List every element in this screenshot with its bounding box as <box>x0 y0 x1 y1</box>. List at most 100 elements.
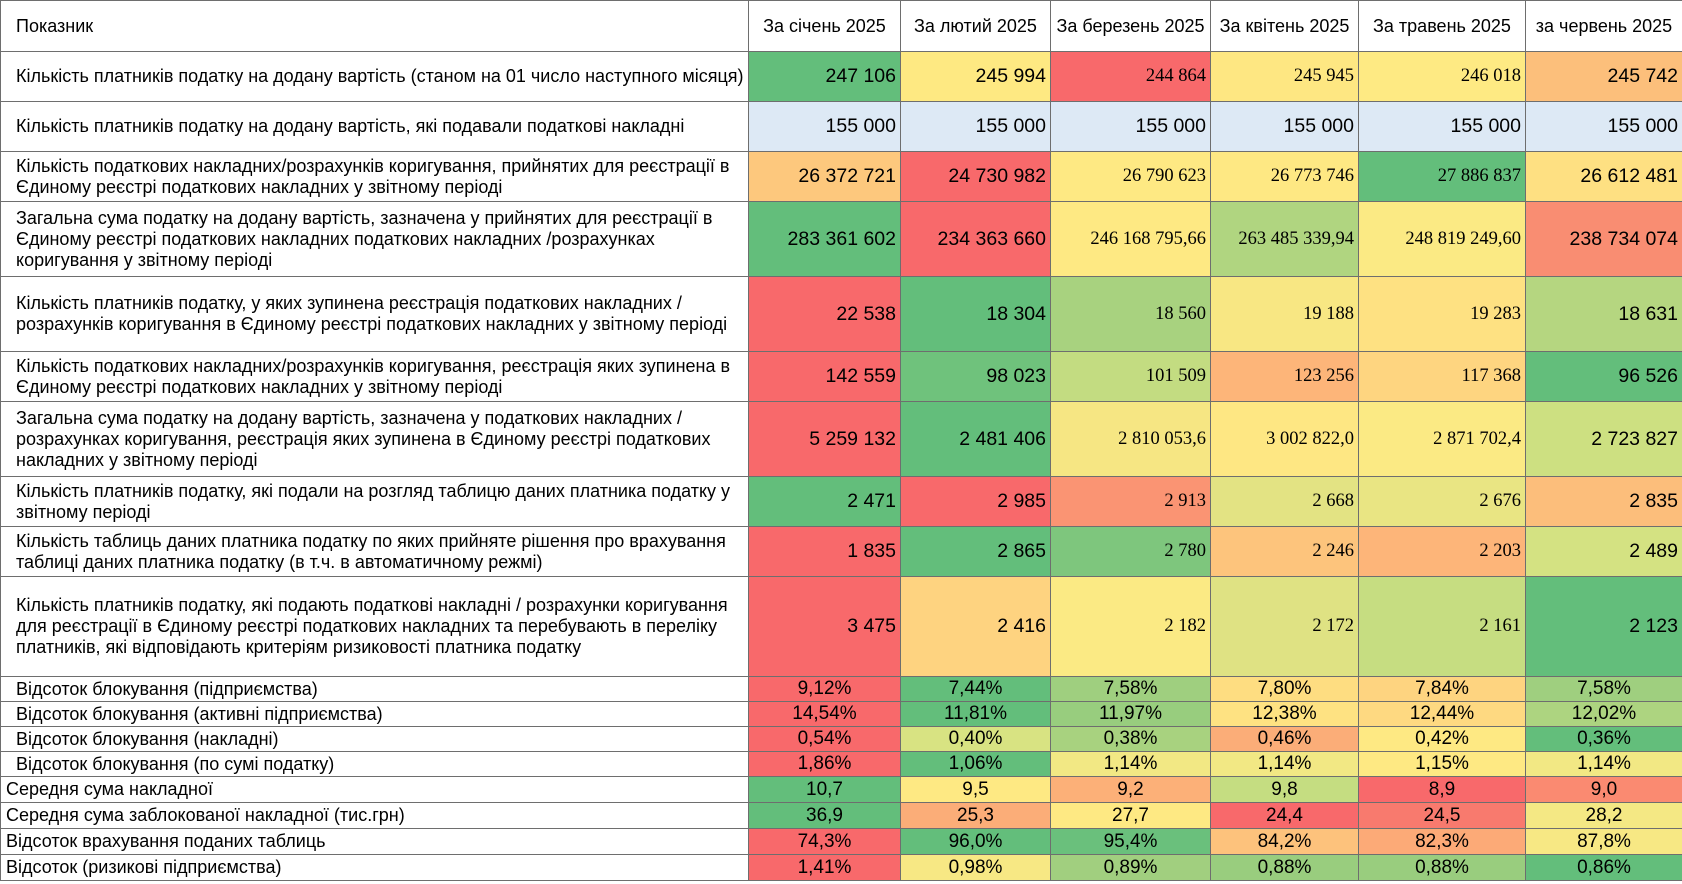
value-cell: 1,15% <box>1358 751 1526 777</box>
row-label: Кількість податкових накладних/розрахунк… <box>0 351 749 402</box>
value-cell: 28,2 <box>1525 802 1682 829</box>
table-row: Кількість податкових накладних/розрахунк… <box>0 151 1682 202</box>
value-cell: 9,5 <box>900 776 1051 803</box>
value-cell: 0,42% <box>1358 726 1526 752</box>
value-cell: 0,46% <box>1210 726 1359 752</box>
value-cell: 2 913 <box>1050 476 1211 527</box>
value-cell: 1,14% <box>1050 751 1211 777</box>
value-cell: 117 368 <box>1358 351 1526 402</box>
value-cell: 98 023 <box>900 351 1051 402</box>
value-cell: 2 723 827 <box>1525 401 1682 477</box>
table-row: Кількість податкових накладних/розрахунк… <box>0 351 1682 402</box>
value-cell: 10,7 <box>748 776 901 803</box>
value-cell: 155 000 <box>748 101 901 152</box>
value-cell: 238 734 074 <box>1525 201 1682 277</box>
table-row: Кількість платників податку на додану ва… <box>0 51 1682 102</box>
value-cell: 2 676 <box>1358 476 1526 527</box>
table-row: Середня сума заблокованої накладної (тис… <box>0 802 1682 829</box>
value-cell: 1,14% <box>1210 751 1359 777</box>
value-cell: 248 819 249,60 <box>1358 201 1526 277</box>
value-cell: 2 835 <box>1525 476 1682 527</box>
value-cell: 24 730 982 <box>900 151 1051 202</box>
value-cell: 2 489 <box>1525 526 1682 577</box>
row-label: Кількість платників податку на додану ва… <box>0 101 749 152</box>
value-cell: 7,80% <box>1210 676 1359 702</box>
value-cell: 12,38% <box>1210 701 1359 727</box>
value-cell: 82,3% <box>1358 828 1526 855</box>
row-label: Середня сума заблокованої накладної (тис… <box>0 802 749 829</box>
value-cell: 2 246 <box>1210 526 1359 577</box>
value-cell: 2 871 702,4 <box>1358 401 1526 477</box>
row-label: Кількість платників податку, які подали … <box>0 476 749 527</box>
row-label: Відсоток блокування (підприємства) <box>0 676 749 702</box>
value-cell: 27 886 837 <box>1358 151 1526 202</box>
row-label: Відсоток блокування (по сумі податку) <box>0 751 749 777</box>
value-cell: 7,58% <box>1525 676 1682 702</box>
value-cell: 26 612 481 <box>1525 151 1682 202</box>
value-cell: 123 256 <box>1210 351 1359 402</box>
value-cell: 0,98% <box>900 854 1051 881</box>
value-cell: 87,8% <box>1525 828 1682 855</box>
month-header: За січень 2025 <box>748 0 901 52</box>
row-label: Кількість платників податку, у яких зупи… <box>0 276 749 352</box>
value-cell: 3 002 822,0 <box>1210 401 1359 477</box>
value-cell: 1,41% <box>748 854 901 881</box>
value-cell: 2 182 <box>1050 576 1211 677</box>
table-row: Середня сума накладної 10,7 9,5 9,2 9,8 8,9 9,… <box>0 776 1682 803</box>
row-label: Відсоток врахування поданих таблиць <box>0 828 749 855</box>
value-cell: 95,4% <box>1050 828 1211 855</box>
value-cell: 0,88% <box>1210 854 1359 881</box>
value-cell: 155 000 <box>1050 101 1211 152</box>
month-header: За квітень 2025 <box>1210 0 1359 52</box>
value-cell: 0,88% <box>1358 854 1526 881</box>
table-row: Відсоток (ризикові підприємства) 1,41% 0,9… <box>0 854 1682 881</box>
value-cell: 2 481 406 <box>900 401 1051 477</box>
value-cell: 27,7 <box>1050 802 1211 829</box>
value-cell: 1,14% <box>1525 751 1682 777</box>
value-cell: 18 304 <box>900 276 1051 352</box>
row-label: Відсоток блокування (активні підприємств… <box>0 701 749 727</box>
table-row: Загальна сума податку на додану вартість… <box>0 201 1682 277</box>
value-cell: 155 000 <box>900 101 1051 152</box>
value-cell: 0,89% <box>1050 854 1211 881</box>
value-cell: 2 668 <box>1210 476 1359 527</box>
value-cell: 2 780 <box>1050 526 1211 577</box>
value-cell: 1,86% <box>748 751 901 777</box>
value-cell: 8,9 <box>1358 776 1526 803</box>
value-cell: 18 560 <box>1050 276 1211 352</box>
value-cell: 19 188 <box>1210 276 1359 352</box>
value-cell: 9,12% <box>748 676 901 702</box>
row-label: Середня сума накладної <box>0 776 749 803</box>
month-header: За березень 2025 <box>1050 0 1211 52</box>
indicator-header: Показник <box>0 0 749 52</box>
value-cell: 7,58% <box>1050 676 1211 702</box>
header-row: Показник За січень 2025 За лютий 2025 За б… <box>0 0 1682 52</box>
value-cell: 96,0% <box>900 828 1051 855</box>
value-cell: 247 106 <box>748 51 901 102</box>
value-cell: 263 485 339,94 <box>1210 201 1359 277</box>
table-row: Відсоток блокування (активні підприємств… <box>0 701 1682 727</box>
value-cell: 234 363 660 <box>900 201 1051 277</box>
value-cell: 0,86% <box>1525 854 1682 881</box>
value-cell: 9,8 <box>1210 776 1359 803</box>
value-cell: 3 475 <box>748 576 901 677</box>
value-cell: 24,5 <box>1358 802 1526 829</box>
value-cell: 155 000 <box>1525 101 1682 152</box>
row-label: Відсоток (ризикові підприємства) <box>0 854 749 881</box>
row-label: Кількість платників податку на додану ва… <box>0 51 749 102</box>
value-cell: 9,2 <box>1050 776 1211 803</box>
value-cell: 245 994 <box>900 51 1051 102</box>
value-cell: 1,06% <box>900 751 1051 777</box>
table-row: Відсоток блокування (по сумі податку) 1,8… <box>0 751 1682 777</box>
row-label: Кількість податкових накладних/розрахунк… <box>0 151 749 202</box>
value-cell: 2 161 <box>1358 576 1526 677</box>
value-cell: 36,9 <box>748 802 901 829</box>
value-cell: 18 631 <box>1525 276 1682 352</box>
value-cell: 0,38% <box>1050 726 1211 752</box>
value-cell: 12,02% <box>1525 701 1682 727</box>
value-cell: 11,97% <box>1050 701 1211 727</box>
row-label: Кількість таблиць даних платника податку… <box>0 526 749 577</box>
row-label: Відсоток блокування (накладні) <box>0 726 749 752</box>
value-cell: 14,54% <box>748 701 901 727</box>
